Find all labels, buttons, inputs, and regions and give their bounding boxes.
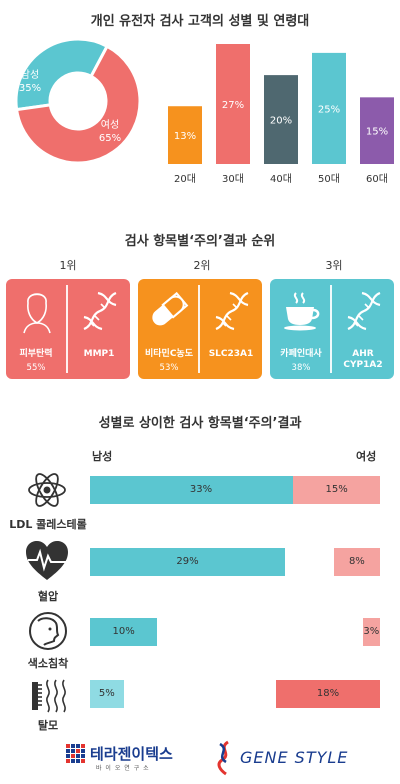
atom-icon: [28, 473, 66, 507]
card-1-gene: MMP1: [83, 349, 115, 359]
card-divider: [198, 285, 200, 373]
dna-icon: [215, 291, 249, 331]
card-divider: [66, 285, 68, 373]
donut-label-female: 여성: [101, 119, 119, 131]
dna-icon: [347, 291, 381, 331]
gender-donut-chart: 남성 35% 여성 65%: [14, 37, 142, 165]
card-3-item: 카페인대사: [280, 349, 322, 359]
dna-icon: [83, 291, 117, 331]
age-bar-chart: 13% 20대 27% 30대 20% 40대 25% 50대 15% 60대: [168, 44, 394, 185]
male-bar: 33%: [90, 476, 312, 504]
male-bar: 10%: [90, 618, 158, 646]
age-bar-value-label: 13%: [174, 131, 196, 142]
age-bar-value-label: 25%: [318, 104, 340, 115]
terragen-logo-text: 테라젠이텍스: [90, 745, 173, 763]
chart-title: 개인 유전자 검사 고객의 성별 및 연령대: [90, 14, 310, 29]
card-3-pct: 38%: [291, 363, 311, 373]
female-header: 여성: [356, 450, 377, 463]
coffee-cup-icon: [284, 292, 320, 331]
category-label-ldl: LDL 콜레스테롤: [9, 518, 87, 531]
card-3-gene-2: CYP1A2: [343, 360, 383, 370]
card-2-pct: 53%: [159, 363, 179, 373]
card-1-item: 피부탄력: [19, 349, 53, 359]
age-bar-value-label: 27%: [222, 100, 244, 111]
donut-pct-male: 35%: [19, 83, 41, 94]
card-2-item: 비타민C농도: [144, 349, 193, 359]
age-bar: [360, 97, 394, 164]
card-3-gene: AHR: [352, 349, 374, 359]
female-bar: 3%: [362, 618, 380, 646]
age-bar: [216, 44, 250, 164]
comb-hair-icon: [32, 679, 66, 713]
genestyle-logo-text: GENE STYLE: [240, 748, 349, 767]
rank-card-2: 비타민C농도 53% SLC23A1: [138, 279, 262, 379]
rank-3-label: 3위: [325, 259, 343, 272]
age-bar: [312, 52, 346, 165]
rank-2-label: 2위: [193, 259, 211, 272]
age-category-label: 60대: [366, 173, 388, 185]
ranking-title: 검사 항목별‘주의’결과 순위: [124, 234, 276, 249]
rank-1-label: 1위: [59, 259, 77, 272]
age-bar-value-label: 15%: [366, 127, 388, 138]
donut-pct-female: 65%: [99, 133, 121, 144]
age-category-label: 30대: [222, 173, 244, 185]
donut-label-male: 남성: [21, 69, 39, 81]
age-bar: [168, 106, 202, 164]
category-label-pigmentation: 색소침착: [27, 657, 69, 670]
category-label-blood-pressure: 혈압: [37, 590, 59, 603]
terragen-logo-subtext: 바 이 오 연 구 소: [96, 765, 150, 772]
pill-icon: [152, 291, 189, 326]
age-category-label: 20대: [174, 173, 196, 185]
male-bar: 29%: [90, 548, 286, 576]
face-profile-icon: [29, 612, 67, 650]
category-label-hair-loss: 탈모: [37, 719, 59, 732]
card-divider: [330, 285, 332, 373]
male-bar: 5%: [90, 680, 124, 708]
gender-section-title: 성별로 상이한 검사 항목별‘주의’결과: [98, 416, 302, 431]
age-bar-value-label: 20%: [270, 116, 292, 127]
terragen-logo-icon: [66, 744, 86, 764]
female-bar: 15%: [293, 476, 380, 504]
donut-slice-female: [14, 44, 142, 165]
donut-slice-male: [14, 37, 110, 112]
age-bar: [264, 75, 298, 164]
heart-pulse-icon: [26, 541, 68, 580]
card-2-gene: SLC23A1: [208, 349, 254, 359]
rank-card-3: 카페인대사 38% AHR CYP1A2: [270, 279, 394, 379]
age-category-label: 40대: [270, 173, 292, 185]
rank-card-1: 피부탄력 55% MMP1: [6, 279, 130, 379]
female-bar: 8%: [333, 548, 380, 576]
genestyle-logo-icon: [217, 740, 229, 776]
card-1-pct: 55%: [26, 363, 46, 373]
face-icon: [23, 293, 51, 334]
male-header: 남성: [92, 450, 113, 463]
female-bar: 18%: [276, 680, 380, 708]
age-category-label: 50대: [318, 173, 340, 185]
